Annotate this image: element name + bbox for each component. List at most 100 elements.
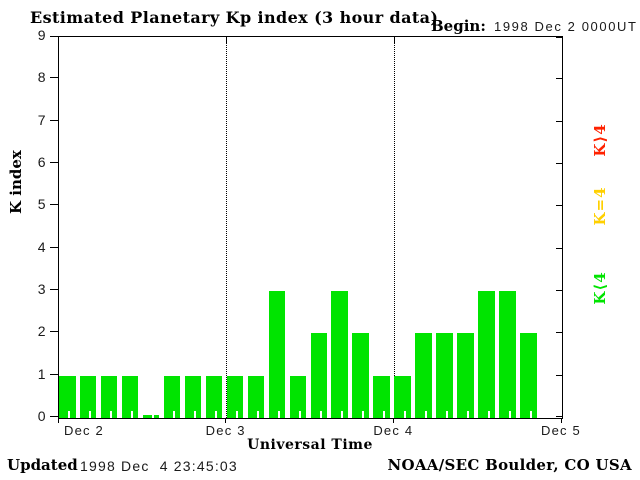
x-axis-title: Universal Time: [247, 437, 373, 453]
y-axis-tick-right: [556, 374, 562, 376]
y-tick-label: 1: [37, 365, 46, 382]
bottom-day-tick: [560, 418, 562, 423]
minor-hour-tick: [152, 411, 155, 418]
minor-hour-tick: [403, 411, 406, 418]
kp-bar: [100, 375, 118, 418]
kp-bar: [226, 375, 244, 418]
updated-label: Updated: [7, 456, 78, 474]
minor-hour-tick: [529, 411, 532, 418]
y-axis-tick-right: [556, 163, 562, 164]
y-axis-tick-left: [50, 204, 58, 206]
y-axis-tick-left: [50, 77, 58, 79]
minor-hour-tick: [319, 411, 322, 418]
y-axis-tick-right: [556, 120, 562, 122]
y-tick-label: 6: [37, 154, 46, 170]
y-tick-label: 3: [37, 281, 46, 297]
minor-hour-tick: [131, 411, 134, 418]
y-axis-tick-left: [50, 416, 58, 417]
minor-hour-tick: [194, 411, 197, 418]
bottom-day-tick: [57, 418, 59, 423]
kp-bar: [205, 375, 223, 418]
legend-item: K⟩4: [591, 123, 609, 157]
kp-bar: [247, 375, 265, 418]
kp-bar: [79, 375, 97, 418]
top-day-tick: [393, 37, 395, 43]
kp-bar: [142, 415, 160, 418]
y-axis-tick-right: [556, 78, 562, 80]
plot-area: [58, 36, 563, 419]
bottom-day-tick: [225, 418, 227, 423]
y-tick-label: 2: [37, 323, 46, 340]
kp-bar: [310, 333, 327, 418]
y-axis-tick-left: [50, 331, 58, 333]
minor-hour-tick: [173, 411, 176, 418]
y-axis-tick-right: [556, 332, 562, 334]
y-axis-tick-left: [50, 373, 58, 375]
legend-item: K=4: [591, 186, 609, 226]
y-axis-tick-left: [50, 289, 58, 290]
kp-bar: [59, 375, 76, 418]
y-tick-label: 8: [37, 69, 46, 86]
y-tick-label: 5: [37, 196, 46, 213]
y-tick-label: 9: [37, 27, 46, 43]
minor-hour-tick: [110, 411, 113, 418]
minor-hour-tick: [236, 411, 239, 418]
kp-bar: [394, 375, 411, 418]
minor-hour-tick: [89, 411, 92, 418]
legend-item: K⟨4: [591, 271, 609, 305]
minor-hour-tick: [361, 411, 364, 418]
minor-hour-tick: [278, 411, 281, 418]
updated-timestamp: 1998 Dec 4 23:45:03: [80, 458, 238, 474]
kp-bar: [520, 333, 537, 418]
kp-bar: [184, 375, 202, 418]
y-axis-tick-left: [50, 246, 58, 248]
minor-hour-tick: [340, 411, 343, 418]
day-boundary-gridline: [226, 37, 228, 418]
y-axis-tick-right: [556, 290, 562, 291]
kp-bar: [268, 291, 286, 418]
kp-bar: [163, 375, 181, 418]
begin-value: 1998 Dec 2 0000UT: [494, 19, 638, 34]
minor-hour-tick: [215, 411, 218, 418]
y-axis-tick-left: [50, 36, 58, 37]
minor-hour-tick: [257, 411, 260, 418]
kp-bar: [373, 375, 390, 418]
day-boundary-gridline: [393, 37, 395, 418]
y-tick-label: 4: [37, 238, 46, 255]
top-day-tick: [226, 37, 228, 43]
y-tick-label: 7: [37, 111, 46, 128]
minor-hour-tick: [445, 411, 448, 418]
kp-bar: [457, 333, 474, 418]
minor-hour-tick: [487, 411, 490, 418]
kp-bar: [121, 375, 139, 418]
y-axis-tick-right: [556, 416, 562, 417]
minor-hour-tick: [299, 411, 302, 418]
minor-hour-tick: [424, 411, 427, 418]
x-tick-label: Dec 4: [373, 423, 414, 438]
y-axis-tick-right: [556, 37, 562, 38]
kp-bar: [352, 333, 369, 418]
begin-label: Begin:: [431, 17, 486, 35]
kp-bar: [415, 333, 432, 418]
bottom-day-tick: [392, 418, 394, 423]
x-tick-label: Dec 3: [205, 423, 246, 438]
y-axis-tick-left: [50, 162, 58, 163]
minor-hour-tick: [508, 411, 511, 418]
x-tick-label: Dec 2: [64, 423, 104, 438]
y-tick-label: 0: [37, 408, 46, 424]
y-axis-tick-left: [50, 119, 58, 121]
kp-bar: [289, 375, 307, 418]
minor-hour-tick: [68, 411, 71, 418]
x-tick-label: Dec 5: [541, 423, 581, 438]
y-axis-tick-right: [556, 247, 562, 249]
kp-bar: [331, 291, 348, 418]
kp-bar: [499, 291, 516, 418]
kp-bar: [478, 291, 495, 418]
minor-hour-tick: [382, 411, 385, 418]
kp-bar: [436, 333, 453, 418]
chart-title: Estimated Planetary Kp index (3 hour dat…: [30, 8, 439, 27]
credit-text: NOAA/SEC Boulder, CO USA: [387, 456, 632, 474]
y-axis-tick-right: [556, 205, 562, 207]
minor-hour-tick: [466, 411, 469, 418]
